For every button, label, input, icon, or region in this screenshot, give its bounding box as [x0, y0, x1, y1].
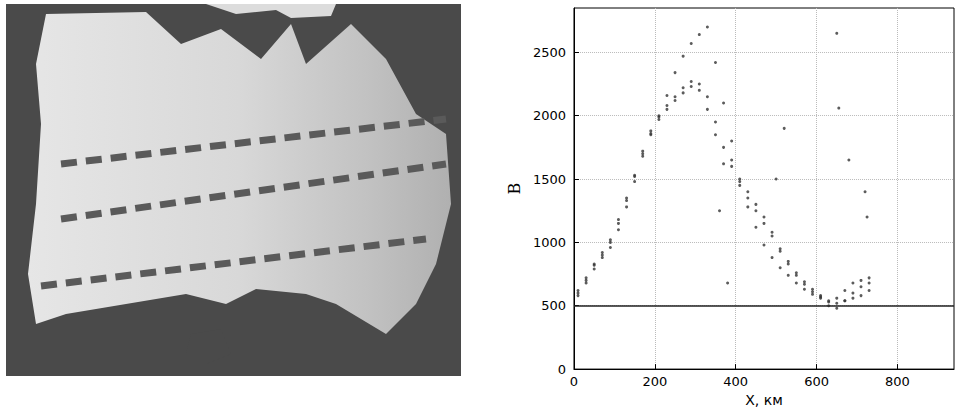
svg-text:800: 800: [885, 374, 910, 389]
svg-text:200: 200: [642, 374, 667, 389]
svg-text:600: 600: [804, 374, 829, 389]
svg-text:2500: 2500: [533, 45, 566, 60]
svg-text:1000: 1000: [533, 235, 566, 250]
svg-text:B: B: [505, 183, 524, 195]
svg-text:500: 500: [541, 298, 566, 313]
svg-text:400: 400: [723, 374, 748, 389]
svg-text:1500: 1500: [533, 172, 566, 187]
svg-text:2000: 2000: [533, 108, 566, 123]
svg-text:X, км: X, км: [745, 392, 783, 408]
svg-text:0: 0: [558, 362, 566, 377]
svg-text:0: 0: [570, 374, 578, 389]
